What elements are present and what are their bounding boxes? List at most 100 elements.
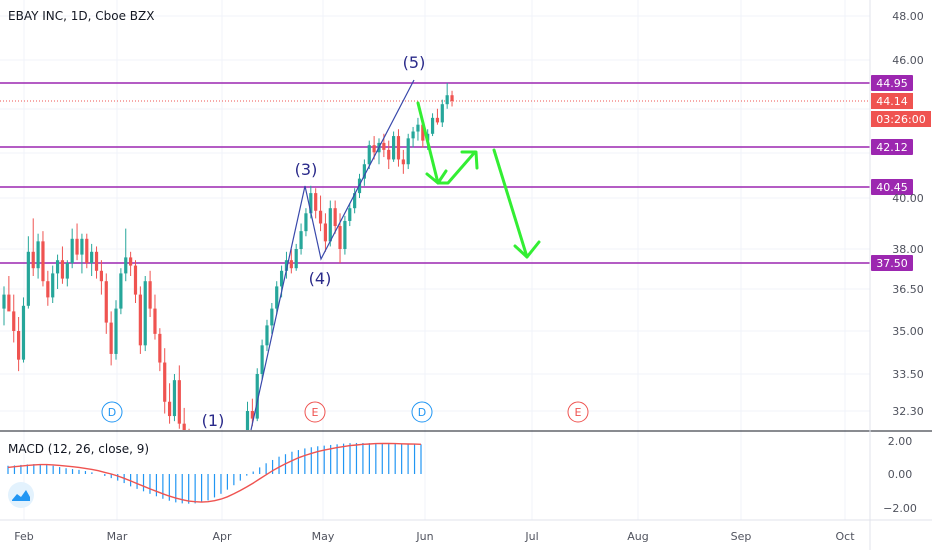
candle [387, 140, 391, 170]
candle [36, 233, 40, 279]
candle [138, 286, 142, 354]
candle [163, 348, 167, 414]
projection-arrows [416, 101, 541, 259]
candle [109, 311, 113, 366]
drawings: (1) (3) (4) (5) [202, 53, 541, 431]
macd-tick-label: 0.00 [888, 468, 913, 481]
y-tick-label: 33.50 [892, 368, 924, 381]
x-tick-label: Jul [524, 530, 538, 543]
candle [445, 83, 449, 109]
x-tick-label: Feb [14, 530, 33, 543]
signal-line [7, 442, 422, 503]
x-tick-label: Apr [212, 530, 232, 543]
svg-text:D: D [108, 406, 116, 419]
y-tick-label: 36.50 [892, 283, 924, 296]
svg-text:42.12: 42.12 [876, 141, 908, 154]
grid [0, 0, 870, 520]
candle [46, 270, 50, 306]
svg-text:E: E [312, 406, 319, 419]
candle [450, 90, 454, 107]
candle [177, 365, 181, 429]
elliott-wave-path [250, 79, 415, 431]
wave-label: (5) [403, 53, 426, 72]
candle [270, 303, 274, 334]
chart-title: EBAY INC, 1D, Cboe BZX [8, 9, 154, 23]
candle [129, 251, 133, 276]
candle [80, 233, 84, 274]
candle [60, 246, 65, 284]
candle [392, 131, 396, 162]
candle [124, 228, 128, 282]
svg-text:E: E [575, 406, 582, 419]
candle [318, 195, 323, 232]
macd-tick-label: 2.00 [888, 435, 913, 448]
candle [343, 215, 347, 255]
level-price-tag: 42.12 [871, 139, 913, 155]
candle [41, 231, 45, 287]
y-tick-label: 40.00 [892, 192, 924, 205]
tradingview-logo[interactable] [8, 482, 34, 508]
candle [440, 99, 444, 127]
svg-text:03:26:00: 03:26:00 [876, 113, 925, 126]
macd-tick-label: −2.00 [883, 502, 917, 515]
event-marker[interactable]: E [567, 401, 589, 423]
wave-label: (4) [309, 269, 332, 288]
candle [323, 213, 328, 252]
candle [31, 218, 35, 276]
y-tick-label: 48.00 [892, 10, 924, 23]
candle [333, 200, 337, 234]
candle [51, 265, 55, 303]
event-marker[interactable]: D [411, 401, 433, 423]
y-tick-label: 38.00 [892, 243, 924, 256]
candle [362, 159, 366, 186]
candle [275, 281, 279, 315]
candle [260, 339, 264, 381]
horizontal-levels: 44.95 42.12 40.45 37.50 44.14 03:26:00 [0, 75, 931, 271]
candle [245, 401, 250, 430]
candle [7, 276, 11, 312]
x-tick-label: Sep [731, 530, 752, 543]
candle [304, 208, 308, 237]
level-price-tag: 37.50 [871, 255, 913, 271]
candle [94, 246, 99, 279]
x-tick-label: May [312, 530, 335, 543]
candle [114, 300, 118, 360]
candle [416, 117, 420, 141]
candle [99, 260, 103, 295]
candle [148, 270, 152, 317]
candle [367, 140, 371, 170]
level-price-tag: 40.45 [871, 179, 913, 195]
candle [26, 236, 30, 309]
event-marker[interactable]: D [101, 401, 123, 423]
svg-text:D: D [418, 406, 426, 419]
candle [406, 133, 410, 170]
svg-text:44.95: 44.95 [876, 77, 908, 90]
candle [353, 188, 357, 214]
candle [143, 276, 147, 352]
candle [153, 294, 157, 340]
candle [411, 126, 415, 148]
candle [12, 294, 16, 343]
candle [55, 254, 60, 289]
wave-label: (3) [295, 160, 318, 179]
candle [90, 243, 94, 276]
y-tick-label: 35.00 [892, 325, 924, 338]
candle [265, 319, 269, 352]
x-tick-label: Aug [627, 530, 648, 543]
candle [314, 188, 318, 219]
event-marker[interactable]: E [304, 401, 326, 423]
candle [119, 268, 123, 315]
candle [2, 286, 6, 326]
candle [328, 200, 332, 247]
countdown-tag: 03:26:00 [871, 111, 931, 127]
x-tick-label: Mar [107, 530, 128, 543]
svg-text:40.45: 40.45 [876, 181, 908, 194]
x-tick-label: Oct [835, 530, 855, 543]
x-tick-label: Jun [415, 530, 433, 543]
candle [348, 203, 352, 227]
svg-text:37.50: 37.50 [876, 257, 908, 270]
candle [289, 249, 293, 274]
y-tick-label: 32.30 [892, 405, 924, 418]
